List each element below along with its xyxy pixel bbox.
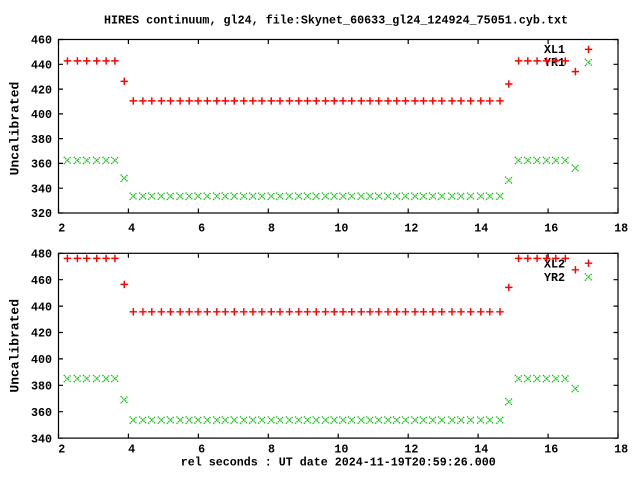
svg-text:340: 340 <box>31 432 52 446</box>
svg-text:420: 420 <box>31 327 52 341</box>
svg-text:18: 18 <box>614 442 628 456</box>
svg-text:10: 10 <box>334 442 348 456</box>
svg-text:4: 4 <box>128 442 135 456</box>
svg-text:4: 4 <box>128 221 135 235</box>
svg-text:360: 360 <box>31 406 52 420</box>
svg-text:380: 380 <box>31 133 52 147</box>
svg-text:10: 10 <box>334 221 348 235</box>
svg-text:YR1: YR1 <box>544 56 565 70</box>
svg-text:480: 480 <box>31 248 52 262</box>
svg-text:XL2: XL2 <box>544 257 565 271</box>
svg-text:320: 320 <box>31 207 52 221</box>
svg-text:360: 360 <box>31 158 52 172</box>
svg-text:2: 2 <box>58 442 65 456</box>
svg-text:14: 14 <box>474 442 488 456</box>
svg-text:400: 400 <box>31 108 52 122</box>
svg-text:16: 16 <box>544 221 558 235</box>
svg-text:14: 14 <box>474 221 488 235</box>
svg-text:340: 340 <box>31 182 52 196</box>
svg-text:8: 8 <box>268 442 275 456</box>
svg-text:12: 12 <box>404 221 418 235</box>
svg-text:YR2: YR2 <box>544 271 565 285</box>
svg-text:6: 6 <box>198 221 205 235</box>
svg-text:8: 8 <box>268 221 275 235</box>
svg-text:18: 18 <box>614 221 628 235</box>
svg-text:380: 380 <box>31 380 52 394</box>
svg-text:6: 6 <box>198 442 205 456</box>
svg-text:Uncalibrated: Uncalibrated <box>8 299 23 393</box>
svg-text:400: 400 <box>31 353 52 367</box>
svg-text:HIRES continuum, gl24, file:Sk: HIRES continuum, gl24, file:Skynet_60633… <box>104 13 568 27</box>
svg-text:2: 2 <box>58 221 65 235</box>
svg-text:460: 460 <box>31 274 52 288</box>
svg-text:12: 12 <box>404 442 418 456</box>
svg-text:16: 16 <box>544 442 558 456</box>
svg-text:420: 420 <box>31 83 52 97</box>
svg-text:rel seconds : UT date 2024-11-: rel seconds : UT date 2024-11-19T20:59:2… <box>181 455 496 469</box>
svg-text:440: 440 <box>31 300 52 314</box>
svg-text:Uncalibrated: Uncalibrated <box>8 82 23 176</box>
svg-text:460: 460 <box>31 34 52 48</box>
svg-text:XL1: XL1 <box>544 43 565 57</box>
svg-text:440: 440 <box>31 59 52 73</box>
